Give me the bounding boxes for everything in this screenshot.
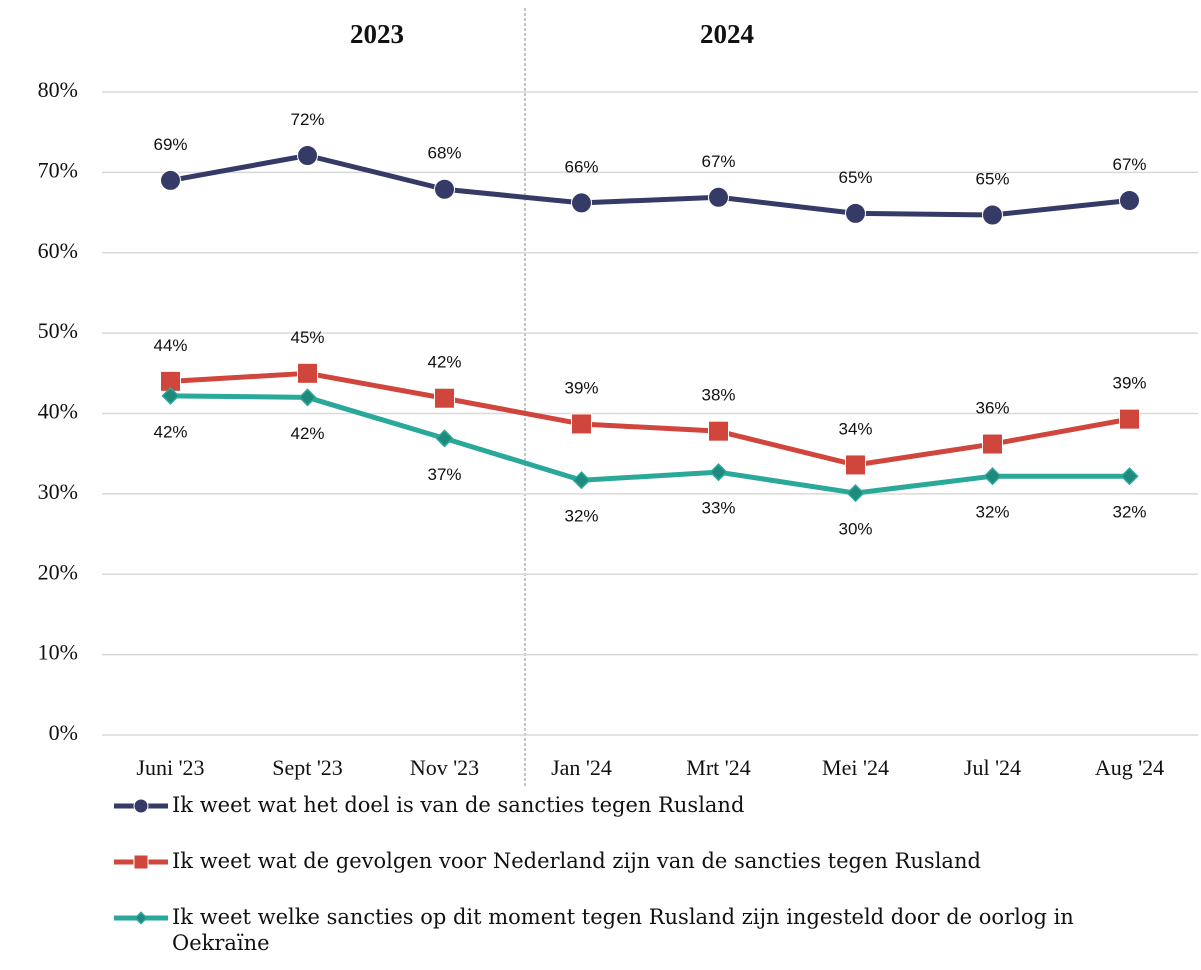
legend-swatch (114, 854, 168, 870)
data-label: 42% (290, 424, 324, 443)
legend-entry: Ik weet wat het doel is van de sancties … (112, 792, 1152, 818)
marker (982, 204, 1003, 226)
legend-label: Ik weet wat het doel is van de sancties … (172, 793, 745, 817)
marker (571, 192, 592, 214)
data-label: 39% (564, 378, 598, 397)
marker (435, 429, 454, 448)
y-tick-label: 10% (38, 640, 78, 665)
x-tick-label: Mrt '24 (686, 755, 750, 780)
legend-entry: Ik weet welke sancties op dit moment teg… (112, 904, 1152, 956)
marker (846, 484, 865, 503)
y-tick-label: 70% (38, 157, 78, 182)
year-label: 2023 (350, 19, 404, 49)
marker (1119, 190, 1140, 212)
year-label: 2024 (700, 19, 754, 49)
marker (845, 454, 866, 476)
data-label: 72% (290, 110, 324, 129)
data-label: 32% (564, 507, 598, 526)
x-tick-label: Juni '23 (136, 755, 204, 780)
data-label: 30% (838, 520, 872, 539)
data-label: 42% (153, 422, 187, 441)
marker (297, 144, 318, 166)
y-tick-label: 0% (49, 720, 78, 745)
marker (297, 362, 318, 384)
data-label: 67% (701, 152, 735, 171)
marker (983, 467, 1002, 486)
marker (133, 854, 149, 870)
marker (1119, 408, 1140, 430)
y-tick-label: 50% (38, 318, 78, 343)
data-label: 67% (1112, 155, 1146, 174)
marker (434, 178, 455, 200)
marker (160, 169, 181, 191)
marker (572, 471, 591, 490)
data-label: 65% (975, 169, 1009, 188)
data-label: 32% (975, 503, 1009, 522)
legend-label: Ik weet wat de gevolgen voor Nederland z… (172, 849, 981, 873)
legend: Ik weet wat het doel is van de sancties … (112, 792, 1152, 970)
data-label: 69% (153, 135, 187, 154)
data-label: 34% (838, 419, 872, 438)
data-label: 38% (701, 386, 735, 405)
marker (708, 186, 729, 208)
data-label: 42% (427, 353, 461, 372)
legend-swatch (114, 911, 168, 925)
marker (1120, 467, 1139, 486)
data-label: 45% (290, 328, 324, 347)
chart: 2023 2024 0% 10% 20% 30% 40% 50% 60% 70% 80% Juni… (38, 8, 1198, 788)
data-label: 33% (701, 499, 735, 518)
legend-entry: Ik weet wat de gevolgen voor Nederland z… (112, 848, 1152, 874)
marker (845, 202, 866, 224)
data-label: 66% (564, 157, 598, 176)
x-tick-label: Sept '23 (272, 755, 343, 780)
x-tick-label: Mei '24 (822, 755, 889, 780)
series-line (170, 393, 1130, 496)
marker (298, 388, 317, 407)
series-line (170, 370, 1130, 468)
data-label: 39% (1112, 374, 1146, 393)
marker (708, 420, 729, 442)
series-line (170, 152, 1130, 218)
x-tick-label: Jan '24 (551, 755, 612, 780)
marker (133, 798, 149, 814)
data-label: 68% (427, 144, 461, 163)
y-tick-label: 30% (38, 479, 78, 504)
legend-label: Ik weet welke sancties op dit moment teg… (172, 905, 1074, 955)
y-tick-label: 40% (38, 399, 78, 424)
marker (134, 911, 148, 925)
y-tick-label: 80% (38, 77, 78, 102)
y-tick-label: 20% (38, 559, 78, 584)
marker (982, 433, 1003, 455)
data-label: 37% (427, 465, 461, 484)
x-tick-label: Aug '24 (1095, 755, 1164, 780)
data-label: 36% (975, 399, 1009, 418)
marker (434, 387, 455, 409)
marker (571, 413, 592, 435)
data-label: 65% (838, 168, 872, 187)
x-tick-label: Nov '23 (410, 755, 479, 780)
data-label: 44% (153, 336, 187, 355)
marker (709, 463, 728, 482)
marker (161, 386, 180, 405)
y-tick-label: 60% (38, 238, 78, 263)
x-tick-label: Jul '24 (964, 755, 1021, 780)
data-label: 32% (1112, 503, 1146, 522)
legend-swatch (114, 798, 168, 814)
